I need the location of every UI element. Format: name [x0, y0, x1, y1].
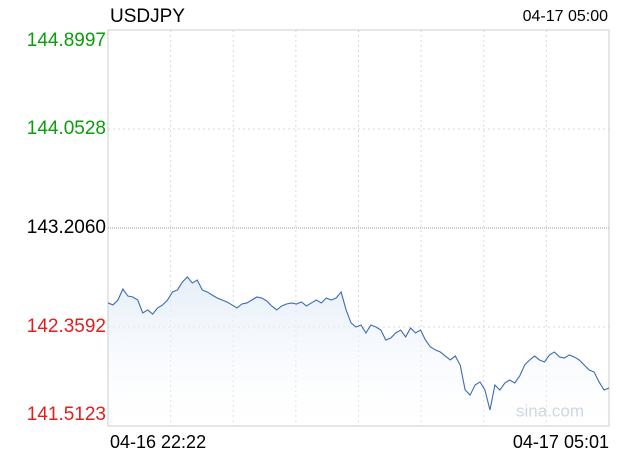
price-line	[107, 276, 610, 411]
plot-frame	[107, 29, 610, 427]
y-tick-label: 143.2060	[27, 217, 106, 238]
timestamp: 04-17 05:00	[523, 8, 609, 25]
x-tick-label: 04-17 05:01	[513, 432, 609, 452]
watermark: sina.com	[516, 401, 584, 420]
y-tick-label: 142.3592	[27, 316, 106, 337]
y-tick-label: 144.8997	[27, 30, 106, 51]
y-tick-label: 144.0528	[27, 118, 106, 139]
y-tick-label: 141.5123	[27, 404, 106, 425]
chart-title: USDJPY	[110, 6, 185, 27]
x-tick-label: 04-16 22:22	[110, 432, 206, 452]
